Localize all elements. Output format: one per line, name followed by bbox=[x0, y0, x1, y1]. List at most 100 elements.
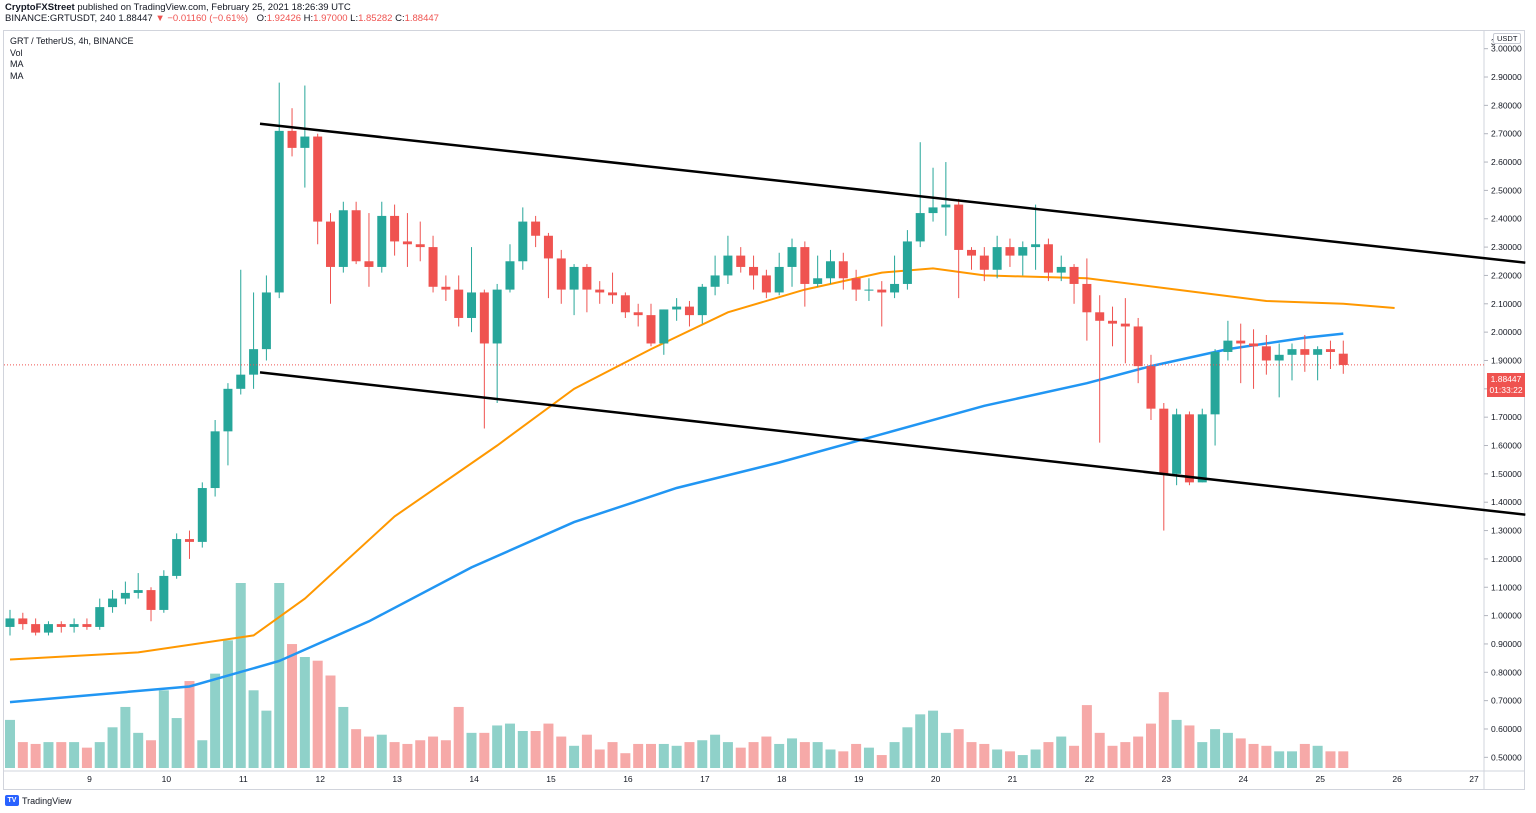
candle-body bbox=[979, 255, 989, 270]
candle-body bbox=[236, 374, 246, 389]
volume-bar bbox=[30, 743, 41, 768]
price-tick-label: 0.90000 bbox=[1491, 639, 1522, 649]
volume-bar bbox=[1081, 705, 1092, 768]
volume-bar bbox=[1222, 732, 1233, 768]
legend-ma-1[interactable]: MA bbox=[10, 59, 24, 69]
volume-bar bbox=[1043, 742, 1054, 768]
candle-body bbox=[467, 292, 477, 318]
candle-body bbox=[5, 618, 15, 627]
price-tick-label: 2.90000 bbox=[1491, 72, 1522, 82]
candle-body bbox=[184, 539, 194, 542]
currency-label[interactable]: USDT bbox=[1493, 33, 1522, 44]
time-tick-label: 25 bbox=[1315, 774, 1325, 784]
candle-body bbox=[1120, 323, 1130, 327]
volume-bar bbox=[684, 742, 695, 768]
time-tick-label: 16 bbox=[623, 774, 633, 784]
volume-bar bbox=[863, 747, 874, 768]
volume-bar bbox=[735, 747, 746, 768]
price-tick-label: 1.00000 bbox=[1491, 611, 1522, 621]
candle-body bbox=[992, 247, 1002, 270]
candle-body bbox=[1338, 353, 1348, 366]
volume-bar bbox=[1235, 738, 1246, 768]
volume-bar bbox=[287, 644, 298, 768]
candle-body bbox=[479, 292, 489, 344]
volume-bar bbox=[569, 745, 580, 768]
candle-body bbox=[56, 624, 66, 627]
candle-body bbox=[569, 266, 579, 290]
candle-body bbox=[787, 247, 797, 267]
candle-body bbox=[210, 431, 220, 489]
price-tick-label: 1.20000 bbox=[1491, 554, 1522, 564]
last-price-tag: 1.88447 01:33:22 bbox=[1487, 373, 1525, 397]
candle-body bbox=[684, 306, 694, 316]
volume-bar bbox=[17, 742, 28, 768]
volume-bar bbox=[697, 740, 708, 768]
time-tick-label: 12 bbox=[316, 774, 326, 784]
candle-body bbox=[736, 255, 746, 267]
publisher-name[interactable]: CryptoFXStreet bbox=[5, 2, 75, 13]
volume-bar bbox=[1004, 751, 1015, 768]
candle-body bbox=[1300, 349, 1310, 355]
volume-bar bbox=[889, 742, 900, 768]
candle-body bbox=[1197, 414, 1207, 483]
candle-body bbox=[492, 289, 502, 344]
volume-bar bbox=[1056, 736, 1067, 768]
candle-body bbox=[864, 289, 874, 291]
legend-vol[interactable]: Vol bbox=[10, 47, 23, 58]
time-tick-label: 18 bbox=[777, 774, 787, 784]
candle-body bbox=[197, 488, 207, 542]
candle-body bbox=[877, 289, 887, 293]
candle-body bbox=[800, 247, 810, 284]
candle-body bbox=[364, 261, 374, 267]
volume-bar bbox=[1120, 742, 1131, 768]
volume-bar bbox=[902, 727, 913, 768]
volume-bar bbox=[440, 740, 451, 768]
candle-body bbox=[851, 278, 861, 290]
candle-body bbox=[838, 261, 848, 279]
candle-body bbox=[287, 130, 297, 148]
candle-body bbox=[505, 261, 515, 290]
candle-body bbox=[915, 213, 925, 242]
candle-body bbox=[556, 258, 566, 290]
volume-bar bbox=[787, 738, 798, 768]
time-tick-label: 27 bbox=[1469, 774, 1479, 784]
published-info: published on TradingView.com, February 2… bbox=[77, 2, 351, 13]
candle-body bbox=[454, 289, 464, 318]
low-value: 1.85282 bbox=[358, 13, 393, 24]
volume-bar bbox=[1325, 751, 1336, 768]
legend-title[interactable]: GRT / TetherUS, 4h, BINANCE bbox=[10, 36, 134, 46]
volume-bar bbox=[1248, 743, 1259, 768]
volume-bar bbox=[940, 732, 951, 768]
price-tick-label: 0.60000 bbox=[1491, 724, 1522, 734]
volume-bar bbox=[851, 743, 862, 768]
tradingview-logo[interactable]: TV TradingView bbox=[5, 795, 72, 806]
candle-body bbox=[1184, 414, 1194, 483]
chart-frame[interactable] bbox=[3, 30, 1525, 790]
candle-body bbox=[928, 207, 938, 214]
volume-bar bbox=[1107, 745, 1118, 768]
volume-bar bbox=[825, 749, 836, 768]
candle-body bbox=[108, 598, 118, 608]
price-tag-countdown: 01:33:22 bbox=[1489, 385, 1523, 395]
candle-body bbox=[1325, 349, 1335, 352]
volume-bar bbox=[261, 710, 272, 768]
time-tick-label: 21 bbox=[1008, 774, 1018, 784]
volume-bar bbox=[1133, 736, 1144, 768]
price-tick-label: 1.50000 bbox=[1491, 469, 1522, 479]
chart-legend: GRT / TetherUS, 4h, BINANCE Vol MA MA bbox=[10, 36, 134, 82]
volume-bar bbox=[1210, 729, 1221, 768]
candle-body bbox=[582, 266, 592, 290]
candle-body bbox=[313, 136, 323, 222]
volume-bar bbox=[248, 690, 259, 768]
legend-ma-2[interactable]: MA bbox=[10, 70, 24, 81]
candle-body bbox=[1313, 349, 1323, 355]
high-value: 1.97000 bbox=[313, 13, 348, 24]
candle-body bbox=[941, 204, 951, 208]
candle-body bbox=[95, 607, 105, 627]
volume-bar bbox=[748, 742, 759, 768]
candle-body bbox=[159, 575, 169, 610]
volume-bar bbox=[389, 742, 400, 768]
candle-body bbox=[274, 130, 284, 293]
volume-bar bbox=[133, 732, 144, 768]
